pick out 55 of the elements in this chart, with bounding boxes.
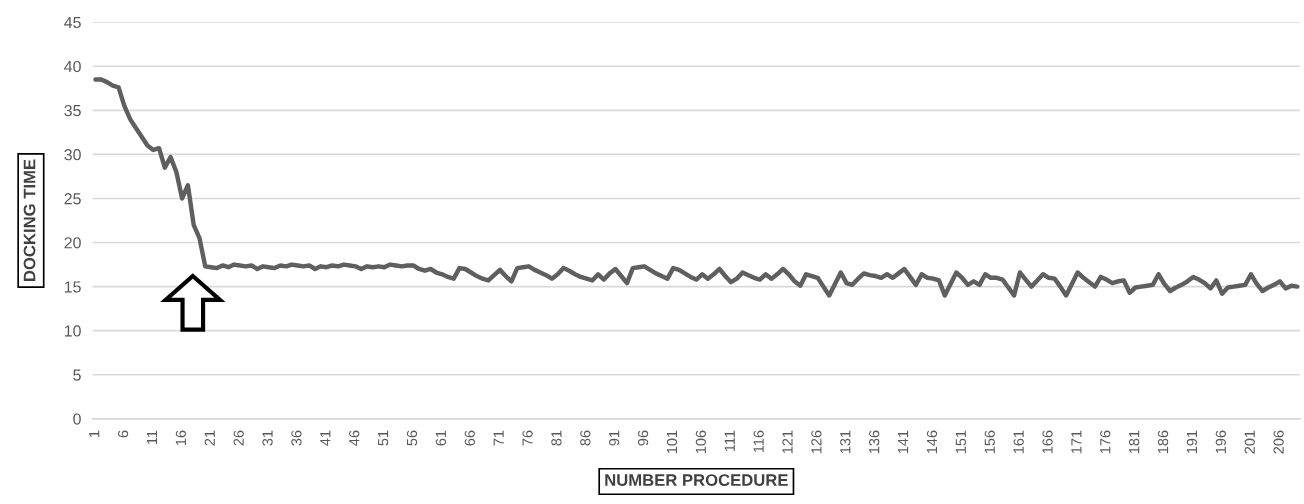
y-tick-label: 40 (64, 60, 81, 73)
x-tick-label: 121 (782, 430, 793, 454)
x-tick-label: 41 (320, 430, 331, 446)
x-tick-label: 136 (869, 430, 880, 454)
x-tick-label: 176 (1100, 430, 1111, 454)
x-tick-label: 161 (1013, 430, 1024, 454)
x-tick-label: 6 (117, 430, 129, 438)
x-tick-label: 66 (464, 430, 475, 446)
x-tick-label: 46 (349, 430, 360, 446)
x-tick-label: 166 (1042, 430, 1053, 454)
x-tick-label: 11 (146, 430, 158, 444)
y-tick-label: 25 (64, 193, 81, 205)
x-tick-label: 156 (984, 430, 995, 454)
x-tick-label: 146 (926, 430, 938, 454)
y-tick-label: 5 (73, 369, 81, 381)
y-tick-label: 0 (73, 413, 81, 425)
x-tick-label: 51 (378, 430, 389, 446)
y-tick-label: 30 (64, 149, 81, 161)
x-tick-label: 16 (175, 430, 187, 446)
y-tick-label: 10 (64, 325, 81, 337)
x-tick-label: 86 (580, 430, 591, 446)
x-tick-label: 201 (1244, 430, 1255, 454)
x-tick-label: 31 (262, 430, 273, 446)
x-tick-label: 106 (695, 430, 707, 454)
y-tick-label: 35 (64, 104, 81, 117)
y-axis-title: DOCKING TIME (23, 159, 36, 281)
y-tick-label: 45 (64, 16, 81, 29)
x-tick-label: 131 (840, 430, 851, 454)
x-tick-label: 126 (811, 430, 822, 454)
x-tick-label: 206 (1273, 430, 1284, 454)
x-tick-label: 191 (1186, 430, 1198, 454)
x-tick-label: 96 (637, 430, 649, 446)
x-tick-label: 101 (666, 430, 678, 454)
x-tick-label: 171 (1071, 430, 1082, 454)
x-tick-label: 56 (406, 430, 418, 446)
x-tick-label: 196 (1215, 430, 1227, 454)
x-tick-label: 186 (1157, 430, 1169, 454)
x-tick-label: 26 (233, 430, 244, 446)
line-series (93, 77, 1300, 298)
y-tick-label: 15 (64, 281, 81, 293)
x-tick-label: 91 (609, 430, 620, 446)
x-tick-label: 81 (551, 430, 562, 446)
x-tick-label: 61 (435, 430, 447, 446)
y-tick-label: 20 (64, 237, 81, 249)
x-tick-label: 71 (493, 430, 504, 446)
x-axis-title: NUMBER PROCEDURE (605, 474, 788, 486)
x-tick-label: 111 (724, 430, 735, 451)
x-tick-label: 76 (522, 430, 533, 446)
x-tick-label: 151 (955, 430, 967, 454)
x-tick-label: 1 (89, 430, 100, 437)
x-tick-label: 181 (1129, 430, 1140, 454)
x-tick-label: 116 (753, 430, 764, 453)
x-tick-label: 36 (291, 430, 302, 446)
x-tick-label: 141 (898, 430, 909, 454)
x-tick-label: 21 (204, 430, 215, 446)
